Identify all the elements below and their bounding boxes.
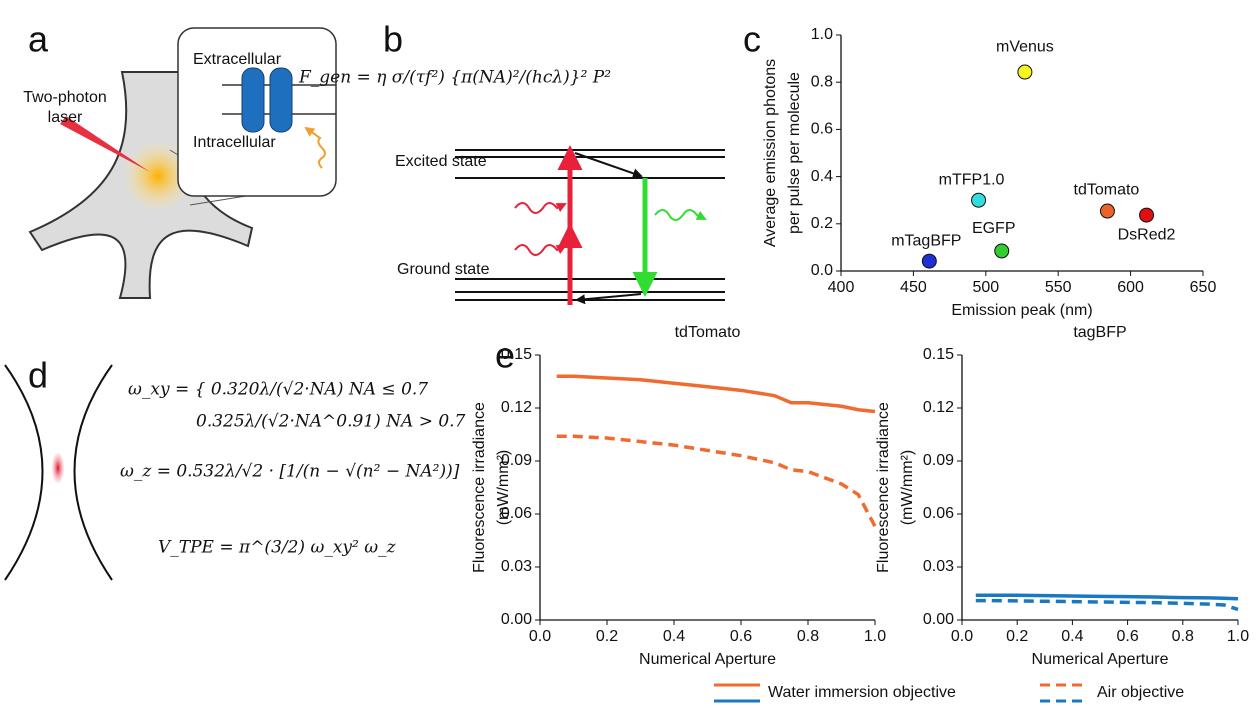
axis-line [961, 355, 1238, 621]
panel-label: d [28, 355, 48, 396]
y-tick-label: 0.03 [501, 558, 532, 575]
legend-label: Water immersion objective [768, 684, 956, 701]
neuron-diagram [28, 27, 337, 299]
x-tick-label: 400 [828, 279, 855, 296]
equation: ω_xy = { 0.320λ/(√2·NA) NA ≤ 0.7 [128, 380, 428, 400]
state-label: Ground state [397, 261, 490, 278]
axis-line [539, 355, 875, 621]
y-tick-label: 0.09 [923, 452, 954, 469]
x-tick-label: 450 [900, 279, 927, 296]
y-tick-label: 0.12 [501, 399, 532, 416]
x-tick-label: 650 [1190, 279, 1217, 296]
equation: ω_z = 0.532λ/√2 · [1/(n − √(n² − NA²))] [120, 462, 460, 482]
panel-label: a [28, 19, 49, 60]
x-axis-label: Emission peak (nm) [951, 302, 1092, 319]
scatter-point [994, 243, 1010, 259]
point-label: tdTomato [1074, 181, 1140, 198]
scatter-point [1139, 207, 1155, 223]
y-tick-label: 0.00 [501, 611, 532, 628]
intracellular-label: Intracellular [193, 134, 276, 151]
y-axis-label: (mW/mm²) [899, 450, 916, 526]
equation: 0.325λ/(√2·NA^0.91) NA > 0.7 [196, 412, 466, 432]
y-tick-label: 0.06 [501, 505, 532, 522]
series-line [975, 598, 1239, 612]
y-tick-label: 0.09 [501, 452, 532, 469]
chart-title: tdTomato [675, 324, 741, 341]
x-tick-label: 550 [1045, 279, 1072, 296]
x-tick-label: 1.0 [864, 628, 886, 645]
scatter-point [921, 253, 937, 269]
x-tick-label: 600 [1117, 279, 1144, 296]
x-tick-label: 0.4 [663, 628, 685, 645]
y-tick-label: 0.12 [923, 399, 954, 416]
panel-label: b [383, 19, 403, 60]
chart-title: tagBFP [1073, 324, 1126, 341]
y-tick-label: 1.0 [811, 26, 833, 43]
point-label: mTFP1.0 [939, 171, 1005, 188]
scatter-point [971, 192, 987, 208]
y-axis-label: Average emission photons [762, 59, 779, 247]
scatter-point [1017, 64, 1033, 80]
state-label: Excited state [395, 153, 487, 170]
y-axis-label: Fluorescence irradiance [875, 402, 892, 573]
y-tick-label: 0.8 [811, 73, 833, 90]
x-tick-label: 0.6 [1116, 628, 1138, 645]
x-tick-label: 0.2 [596, 628, 618, 645]
laser-label: Two-photon [23, 89, 107, 106]
focal-volume [4, 364, 113, 581]
panel-label: e [495, 335, 515, 376]
series-line [556, 434, 877, 528]
y-tick-label: 0.06 [923, 505, 954, 522]
y-tick-label: 0.6 [811, 121, 833, 138]
extracellular-label: Extracellular [193, 51, 282, 68]
energy-diagram [455, 145, 725, 305]
x-tick-label: 0.8 [1172, 628, 1194, 645]
y-tick-label: 0.4 [811, 168, 833, 185]
x-tick-label: 0.0 [529, 628, 551, 645]
y-tick-label: 0.15 [501, 346, 532, 363]
y-tick-label: 0.00 [923, 611, 954, 628]
x-tick-label: 1.0 [1227, 628, 1249, 645]
scatter-point [1099, 203, 1115, 219]
x-tick-label: 0.4 [1061, 628, 1083, 645]
y-tick-label: 0.15 [923, 346, 954, 363]
y-axis-label: per pulse per molecule [786, 72, 803, 234]
laser-label: laser [48, 109, 83, 126]
y-tick-label: 0.03 [923, 558, 954, 575]
x-tick-label: 0.2 [1006, 628, 1028, 645]
x-tick-label: 0.0 [951, 628, 973, 645]
y-axis-label: (mW/mm²) [495, 450, 512, 526]
point-label: DsRed2 [1118, 226, 1176, 243]
series-line [975, 593, 1239, 601]
point-label: EGFP [972, 220, 1016, 237]
legend-label: Air objective [1097, 684, 1184, 701]
x-tick-label: 0.8 [797, 628, 819, 645]
x-axis-label: Numerical Aperture [639, 651, 776, 668]
panel-label: c [743, 19, 761, 60]
y-tick-label: 0.0 [811, 262, 833, 279]
point-label: mTagBFP [891, 232, 961, 249]
x-tick-label: 500 [972, 279, 999, 296]
equation: F_gen = η σ/(τf²) {π(NA)²/(hcλ)}² P² [298, 68, 611, 88]
y-tick-label: 0.2 [811, 215, 833, 232]
series-line [556, 374, 876, 414]
x-axis-label: Numerical Aperture [1032, 651, 1169, 668]
y-axis-label: Fluorescence irradiance [471, 402, 488, 573]
point-label: mVenus [996, 38, 1054, 55]
x-tick-label: 0.6 [730, 628, 752, 645]
equation: V_TPE = π^(3/2) ω_xy² ω_z [158, 538, 397, 558]
